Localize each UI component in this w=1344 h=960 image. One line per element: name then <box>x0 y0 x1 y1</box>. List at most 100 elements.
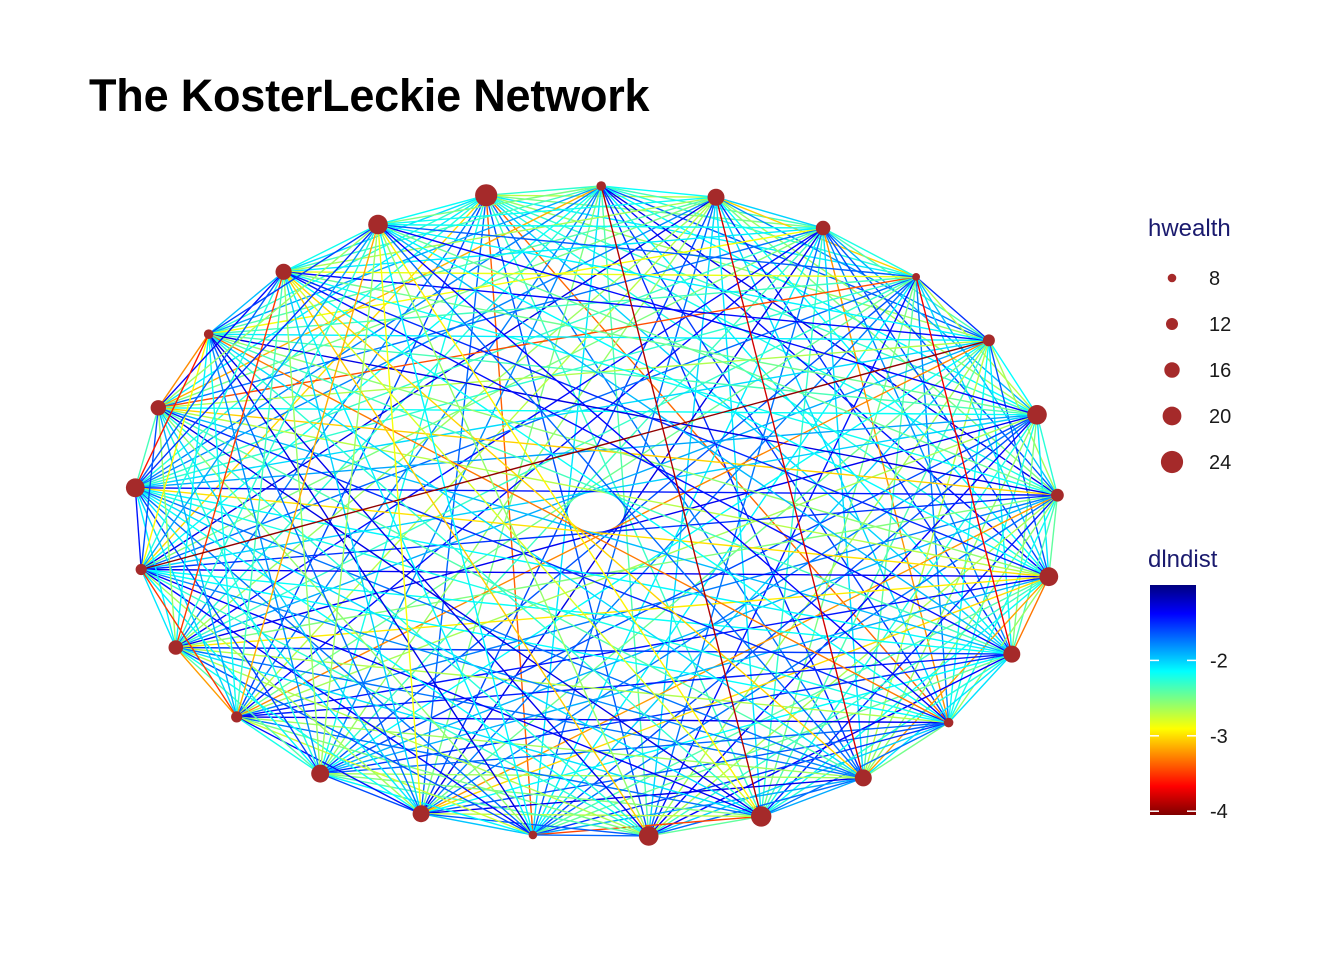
node-14 <box>638 826 659 846</box>
edge-5-8 <box>915 276 1058 496</box>
edge-2-21 <box>134 185 602 489</box>
legend-hwealth-label-20: 20 <box>1209 406 1231 428</box>
edge-5-9 <box>915 276 1050 577</box>
edge-21-24 <box>134 271 285 489</box>
edge-4-22 <box>158 227 824 409</box>
edge-5-23 <box>208 276 917 335</box>
legend-hwealth-label-8: 8 <box>1209 268 1220 290</box>
edge-1-20 <box>140 194 487 570</box>
edge-4-11 <box>822 227 950 723</box>
edge-11-15 <box>532 721 949 836</box>
edge-10-22 <box>158 407 1012 655</box>
edge-16-24 <box>282 271 422 814</box>
edge-7-14 <box>648 414 1038 837</box>
edge-1-11 <box>485 194 950 724</box>
edge-2-15 <box>532 185 602 835</box>
edge-18-19 <box>175 647 238 718</box>
edge-3-24 <box>283 196 717 273</box>
edge-15-25 <box>377 224 534 836</box>
edge-3-4 <box>715 196 824 229</box>
edge-16-25 <box>377 224 422 814</box>
node-23 <box>203 329 214 340</box>
edge-3-7 <box>715 196 1038 416</box>
edge-5-10 <box>915 276 1013 655</box>
edge-8-18 <box>236 494 1058 718</box>
legend-hwealth-label-24: 24 <box>1209 452 1231 474</box>
edge-6-9 <box>988 340 1050 577</box>
edge-19-25 <box>175 224 379 648</box>
edge-1-24 <box>283 194 487 273</box>
edge-23-24 <box>208 271 285 335</box>
edge-22-23 <box>157 333 210 409</box>
edge-6-25 <box>377 223 990 342</box>
node-18 <box>231 711 243 723</box>
edge-10-17 <box>320 653 1012 775</box>
node-1 <box>475 184 498 207</box>
edge-1-19 <box>175 194 487 648</box>
colorbar-label-2: -4 <box>1210 801 1228 823</box>
edge-10-16 <box>420 653 1012 815</box>
edge-8-22 <box>158 407 1058 496</box>
legend-hwealth-title: hwealth <box>1148 215 1231 242</box>
node-11 <box>943 717 954 728</box>
edge-2-6 <box>600 185 990 342</box>
edge-17-24 <box>282 271 321 774</box>
legend-hwealth-key-12 <box>1166 318 1178 330</box>
edge-4-8 <box>822 227 1058 496</box>
edge-5-12 <box>862 276 917 778</box>
edge-8-25 <box>377 223 1058 496</box>
edge-5-21 <box>135 276 917 489</box>
node-21 <box>125 478 145 498</box>
edge-14-19 <box>175 646 649 837</box>
edge-21-25 <box>134 224 379 489</box>
edge-2-8 <box>600 185 1058 496</box>
node-20 <box>135 563 147 576</box>
edge-12-18 <box>236 716 864 779</box>
colorbar-label-1: -3 <box>1210 726 1228 748</box>
edge-10-14 <box>648 653 1013 837</box>
edge-15-21 <box>134 487 534 836</box>
edge-11-14 <box>648 721 949 837</box>
legend-dlndist: dlndist -2 -3 -4 <box>1148 546 1228 823</box>
edge-13-15 <box>532 815 762 836</box>
node-24 <box>275 263 292 280</box>
edge-14-17 <box>320 772 649 837</box>
edge-19-21 <box>134 487 177 648</box>
edge-8-11 <box>947 494 1059 723</box>
edge-11-13 <box>760 721 949 818</box>
edge-6-20 <box>141 339 990 571</box>
edge-15-23 <box>208 333 534 836</box>
edge-3-22 <box>158 196 717 409</box>
edge-13-16 <box>421 813 762 818</box>
edge-8-9 <box>1048 495 1059 577</box>
edge-22-25 <box>157 224 379 409</box>
edge-19-24 <box>175 271 285 648</box>
edge-6-18 <box>236 339 990 718</box>
edge-13-14 <box>648 815 762 837</box>
edge-20-24 <box>140 271 285 570</box>
edge-9-15 <box>532 576 1050 836</box>
edge-9-24 <box>283 271 1050 578</box>
edge-13-22 <box>157 407 762 817</box>
edge-8-15 <box>532 494 1058 836</box>
edge-16-20 <box>140 568 422 815</box>
edge-20-22 <box>140 407 159 570</box>
edge-12-15 <box>532 777 864 836</box>
edge-11-21 <box>135 487 949 724</box>
edge-4-23 <box>208 227 824 335</box>
edge-1-7 <box>485 194 1038 416</box>
edge-4-10 <box>822 227 1013 655</box>
edge-7-8 <box>1036 414 1059 496</box>
edge-5-11 <box>915 276 950 723</box>
edge-3-9 <box>715 196 1050 578</box>
edge-4-19 <box>175 227 824 649</box>
edge-7-13 <box>760 414 1038 817</box>
edge-11-23 <box>208 333 949 724</box>
edge-19-23 <box>175 334 210 648</box>
edge-1-22 <box>157 194 487 409</box>
node-22 <box>150 400 166 416</box>
legend-hwealth-label-16: 16 <box>1209 360 1231 382</box>
edge-2-20 <box>140 185 602 571</box>
edge-17-22 <box>157 407 321 774</box>
